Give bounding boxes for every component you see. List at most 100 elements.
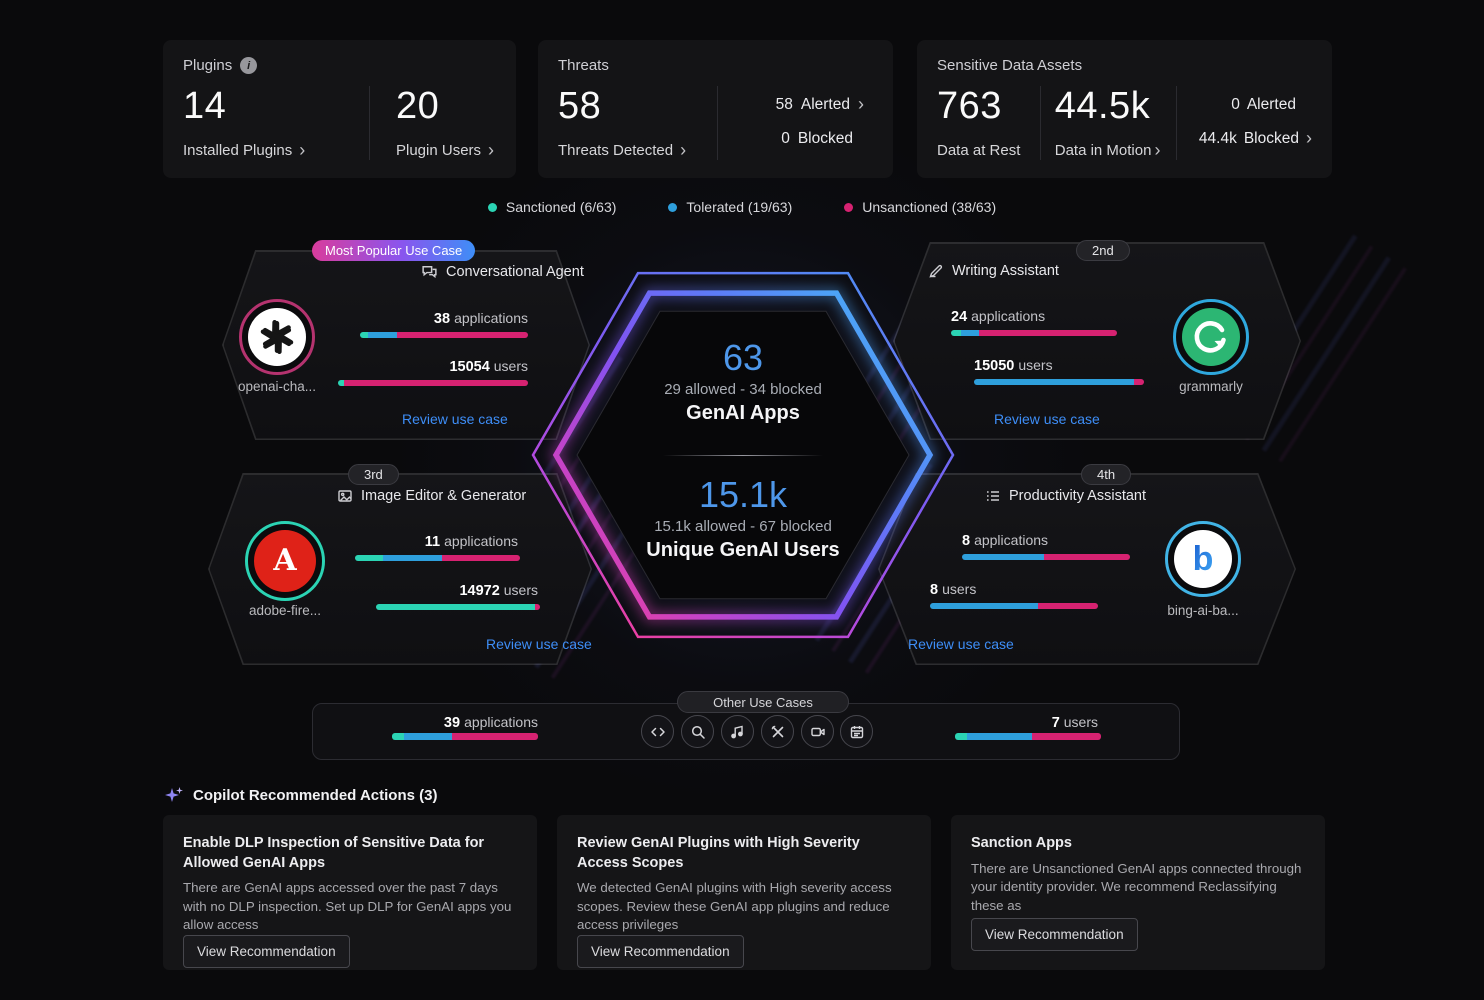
plugin-users-value: 20: [396, 85, 440, 127]
copilot-title: Copilot Recommended Actions (3): [193, 786, 438, 804]
users-status-bar: [974, 379, 1144, 385]
divider: [1039, 86, 1041, 160]
recommendation-body: There are Unsanctioned GenAI apps connec…: [971, 860, 1302, 913]
review-use-case-link[interactable]: Review use case: [994, 411, 1100, 427]
music-use-case-chip[interactable]: [721, 715, 754, 748]
bing-b-icon: b: [1193, 540, 1214, 578]
code-icon: [650, 727, 665, 736]
apps-stat: 8 applications: [962, 532, 1049, 549]
users-stat: 14972 users: [459, 582, 538, 599]
chevron-right-icon: ›: [488, 139, 495, 160]
view-recommendation-button[interactable]: View Recommendation: [971, 918, 1138, 951]
users-status-bar: [338, 380, 528, 386]
apps-stat: 38 applications: [433, 310, 528, 327]
view-recommendation-button[interactable]: View Recommendation: [577, 934, 744, 968]
grammarly-g-icon: [1194, 321, 1226, 353]
chevron-right-icon: ›: [299, 139, 306, 160]
recommendation-card: Enable DLP Inspection of Sensitive Data …: [163, 815, 537, 970]
chevron-right-icon: ›: [680, 139, 687, 160]
tools-icon: [771, 725, 783, 737]
chat-icon: [422, 265, 437, 279]
conversational-agent-title: Conversational Agent: [421, 263, 584, 280]
review-use-case-link[interactable]: Review use case: [486, 636, 592, 652]
chevron-right-icon: ›: [1154, 139, 1161, 160]
code-use-case-chip[interactable]: [641, 715, 674, 748]
tolerated-dot-icon: [668, 202, 678, 212]
app-name-label: adobe-fire...: [248, 603, 322, 618]
divider: [1175, 86, 1177, 160]
review-use-case-link[interactable]: Review use case: [908, 636, 1014, 652]
info-icon[interactable]: i: [240, 57, 258, 74]
view-recommendation-button[interactable]: View Recommendation: [183, 934, 350, 968]
copilot-header: Copilot Recommended Actions (3): [164, 785, 437, 805]
recommendation-body: We detected GenAI plugins with High seve…: [577, 880, 892, 933]
apps-status-bar: [355, 555, 520, 561]
genai-apps-count: 63: [722, 337, 764, 378]
video-use-case-chip[interactable]: [801, 715, 834, 748]
grammarly-logo: [1173, 299, 1249, 375]
adobe-a-icon: A: [273, 543, 297, 578]
status-legend: Sanctioned (6/63) Tolerated (19/63) Unsa…: [0, 199, 1484, 215]
divider: [369, 86, 370, 160]
hexagon-divider: [663, 455, 823, 456]
app-name-label: grammarly: [1179, 379, 1243, 394]
tools-use-case-chip[interactable]: [761, 715, 794, 748]
recommendation-title: Sanction Apps: [971, 835, 1072, 851]
music-icon: [730, 725, 743, 738]
pencil-icon: [929, 264, 943, 278]
genai-apps-label: GenAI Apps: [686, 402, 800, 424]
recommendation-title: Review GenAI Plugins with High Severity …: [577, 835, 860, 871]
chevron-right-icon: ›: [1305, 127, 1312, 148]
rank-4-badge: 4th: [1081, 464, 1132, 485]
data-in-motion-link[interactable]: Data in Motion ›: [1054, 139, 1161, 160]
apps-status-bar: [962, 554, 1130, 560]
writing-assistant-title: Writing Assistant: [928, 263, 1059, 279]
data-in-motion-value: 44.5k: [1054, 85, 1151, 127]
users-stat: 15050 users: [974, 357, 1053, 374]
sanctioned-dot-icon: [487, 202, 497, 212]
threats-detected-link[interactable]: Threats Detected ›: [558, 139, 687, 160]
genai-apps-detail: 29 allowed - 34 blocked: [664, 381, 822, 398]
unsanctioned-dot-icon: [844, 202, 854, 212]
threats-blocked-stat: 0 Blocked: [781, 129, 853, 147]
review-use-case-link[interactable]: Review use case: [402, 411, 508, 427]
search-use-case-chip[interactable]: [681, 715, 714, 748]
productivity-assistant-title: Productivity Assistant: [985, 488, 1146, 504]
users-stat: 15054 users: [449, 358, 528, 375]
video-icon: [810, 727, 825, 736]
sensitive-blocked-link[interactable]: 44.4k Blocked ›: [1189, 127, 1318, 148]
openai-logo: [239, 299, 315, 375]
threats-card-title: Threats: [558, 57, 609, 74]
adobe-firefly-logo: A: [245, 521, 325, 601]
calendar-icon: [850, 725, 863, 738]
chevron-right-icon: ›: [857, 93, 864, 114]
other-apps-status-bar: [392, 733, 538, 740]
genai-users-label: Unique GenAI Users: [646, 539, 840, 561]
other-use-cases-tab: Other Use Cases: [677, 691, 849, 713]
threats-alerted-link[interactable]: 58 Alerted ›: [744, 93, 873, 114]
search-icon: [691, 725, 705, 739]
copilot-sparkle-icon: [165, 787, 183, 802]
apps-status-bar: [951, 330, 1117, 336]
threats-card: Threats 58 Threats Detected › 58 Alerted…: [538, 40, 893, 178]
app-name-label: openai-cha...: [237, 379, 317, 394]
app-name-label: bing-ai-ba...: [1167, 603, 1239, 618]
installed-plugins-link[interactable]: Installed Plugins ›: [183, 139, 306, 160]
legend-tolerated: Tolerated (19/63): [668, 199, 792, 215]
apps-stat: 24 applications: [951, 308, 1046, 325]
calendar-use-case-chip[interactable]: [840, 715, 873, 748]
users-status-bar: [376, 604, 540, 610]
recommendation-title: Enable DLP Inspection of Sensitive Data …: [183, 835, 485, 871]
genai-users-count: 15.1k: [698, 474, 788, 515]
sensitive-data-card-title: Sensitive Data Assets: [937, 57, 1083, 74]
recommendation-body: There are GenAI apps accessed over the p…: [183, 880, 512, 933]
installed-plugins-value: 14: [183, 85, 227, 127]
image-icon: [338, 490, 352, 502]
plugin-users-link[interactable]: Plugin Users ›: [396, 139, 495, 160]
rank-2-badge: 2nd: [1076, 240, 1130, 261]
task-list-icon: [987, 491, 999, 501]
sensitive-data-card: Sensitive Data Assets 763 Data at Rest 4…: [917, 40, 1332, 178]
plugins-card: Plugins i 14 Installed Plugins › 20 Plug…: [163, 40, 516, 178]
data-at-rest-label: Data at Rest: [937, 141, 1021, 159]
